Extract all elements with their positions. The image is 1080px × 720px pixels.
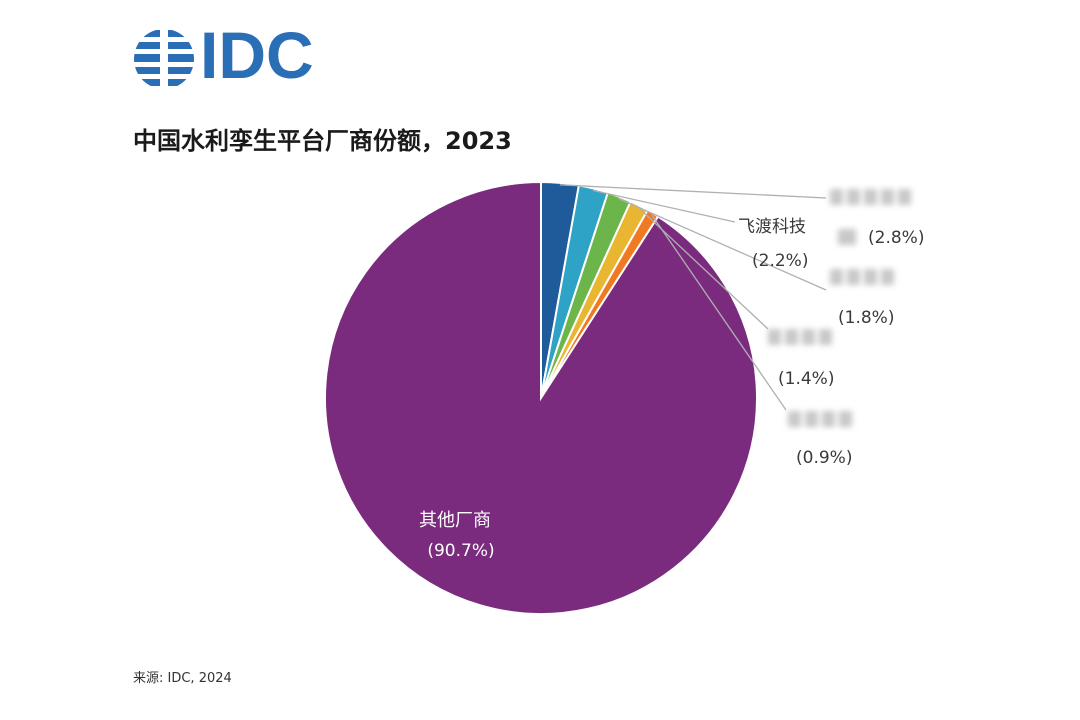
source-note: 来源: IDC, 2024 [133, 671, 232, 686]
slice-label-others-value: (90.7%) [427, 541, 494, 561]
slice-label-value-2: (2.2%) [752, 251, 808, 271]
leader-line-5 [651, 214, 787, 411]
idc-logo [134, 30, 194, 88]
slice-label-name-2: 飞渡科技 [738, 217, 806, 237]
slice-label-value-5: (0.9%) [796, 448, 852, 468]
slice-name-obscured-4 [768, 329, 832, 345]
pie-slice-6 [324, 180, 758, 615]
slice-label-value-1: (2.8%) [868, 228, 924, 248]
slice-name-obscured-1 [830, 189, 911, 245]
leader-line-2 [592, 189, 736, 223]
slice-name-obscured-5 [788, 411, 852, 427]
leader-line-3 [618, 197, 827, 291]
slice-name-obscured-3 [830, 269, 894, 285]
slice-label-value-4: (1.4%) [778, 369, 834, 389]
leader-line-1 [559, 184, 827, 199]
chart-title: 中国水利孪生平台厂商份额，2023 [133, 127, 512, 155]
slice-label-value-3: (1.8%) [838, 308, 894, 328]
logo-text: IDC [200, 18, 314, 92]
slice-label-others-name: 其他厂商 [419, 510, 491, 531]
